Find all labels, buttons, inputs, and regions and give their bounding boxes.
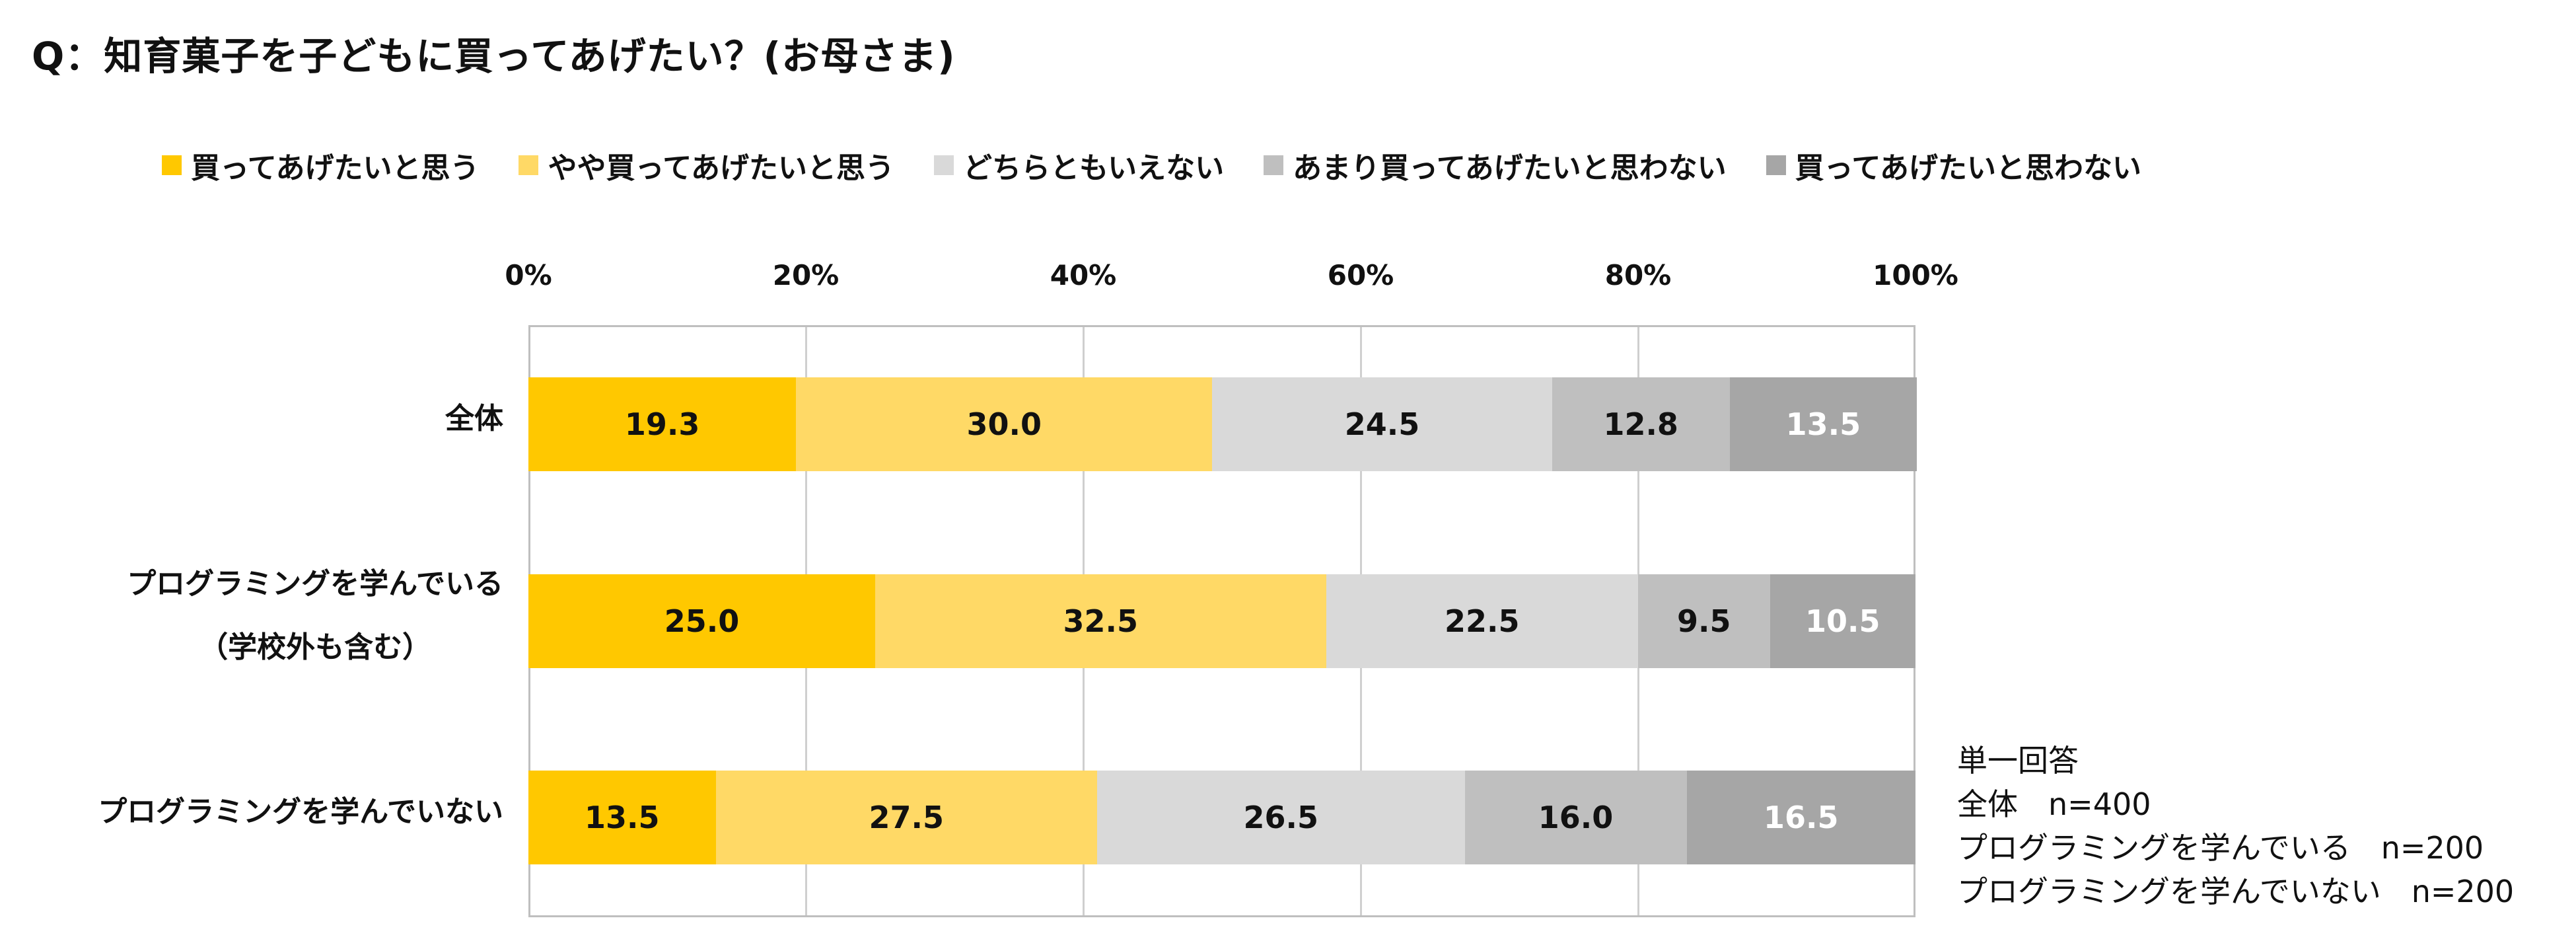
- legend-label: 買ってあげたいと思わない: [1795, 151, 2142, 185]
- bar-segment: 32.5: [875, 574, 1326, 668]
- legend-label: どちらともいえない: [962, 151, 1225, 185]
- bar-segment: 12.8: [1552, 377, 1730, 471]
- category-label-line: 全体: [445, 402, 503, 436]
- legend-swatch: [1766, 155, 1786, 175]
- legend-swatch: [1264, 155, 1284, 175]
- bar-segment: 13.5: [528, 771, 716, 864]
- note-line: 全体 n=400: [1957, 786, 2151, 822]
- bar-segment: 16.5: [1686, 771, 1915, 864]
- category-label-line: プログラミングを学んでいない: [98, 795, 503, 829]
- legend-item: 買ってあげたいと思う: [162, 144, 479, 186]
- legend-item: やや買ってあげたいと思う: [519, 144, 894, 186]
- bar-segment: 25.0: [528, 574, 875, 668]
- legend-item: 買ってあげたいと思わない: [1766, 144, 2141, 186]
- bar-segment: 30.0: [796, 377, 1213, 471]
- x-tick-label: 80%: [1604, 259, 1672, 291]
- note-line: 単一回答: [1957, 743, 2079, 778]
- legend: 買ってあげたいと思う やや買ってあげたいと思う どちらともいえない あまり買ってあげた…: [162, 144, 2141, 186]
- bar-segment: 26.5: [1097, 771, 1465, 864]
- bar-segment: 22.5: [1326, 574, 1638, 668]
- bar-row: 13.5 27.5 26.5 16.0 16.5: [528, 771, 1915, 864]
- x-tick-label: 60%: [1327, 259, 1394, 291]
- x-tick-label: 20%: [772, 259, 840, 291]
- legend-swatch: [933, 155, 954, 175]
- legend-label: やや買ってあげたいと思う: [548, 151, 894, 185]
- bar-segment: 27.5: [715, 771, 1097, 864]
- category-label-line: プログラミングを学んでいる: [127, 567, 503, 601]
- legend-item: どちらともいえない: [933, 144, 1225, 186]
- bar-segment: 24.5: [1212, 377, 1552, 471]
- bar-segment: 19.3: [528, 377, 797, 471]
- bar-row: 19.3 30.0 24.5 12.8 13.5: [528, 377, 1917, 471]
- note-line: プログラミングを学んでいない n=200: [1957, 874, 2515, 909]
- chart-title: Q：知育菓子を子どもに買ってあげたい？(お母さま): [32, 34, 956, 79]
- x-tick-label: 40%: [1050, 259, 1117, 291]
- bar-segment: 10.5: [1770, 574, 1915, 668]
- note-line: プログラミングを学んでいる n=200: [1957, 830, 2484, 866]
- bar-segment: 16.0: [1464, 771, 1687, 864]
- category-label: 全体: [445, 387, 503, 451]
- category-label: プログラミングを学んでいない: [98, 780, 503, 844]
- legend-swatch: [519, 155, 539, 175]
- legend-swatch: [162, 155, 182, 175]
- legend-item: あまり買ってあげたいと思わない: [1264, 144, 1727, 186]
- x-tick-label: 100%: [1873, 259, 1958, 291]
- category-label-line: （学校外も含む）: [199, 630, 432, 664]
- legend-label: 買ってあげたいと思う: [191, 151, 480, 185]
- bar-row: 25.0 32.5 22.5 9.5 10.5: [528, 574, 1915, 668]
- legend-label: あまり買ってあげたいと思わない: [1293, 151, 1727, 185]
- sample-note: 単一回答 全体 n=400 プログラミングを学んでいる n=200 プログラミン…: [1957, 739, 2514, 913]
- category-label: プログラミングを学んでいる （学校外も含む）: [127, 552, 503, 679]
- bar-segment: 13.5: [1729, 377, 1917, 471]
- bar-segment: 9.5: [1638, 574, 1770, 668]
- x-tick-label: 0%: [505, 259, 552, 291]
